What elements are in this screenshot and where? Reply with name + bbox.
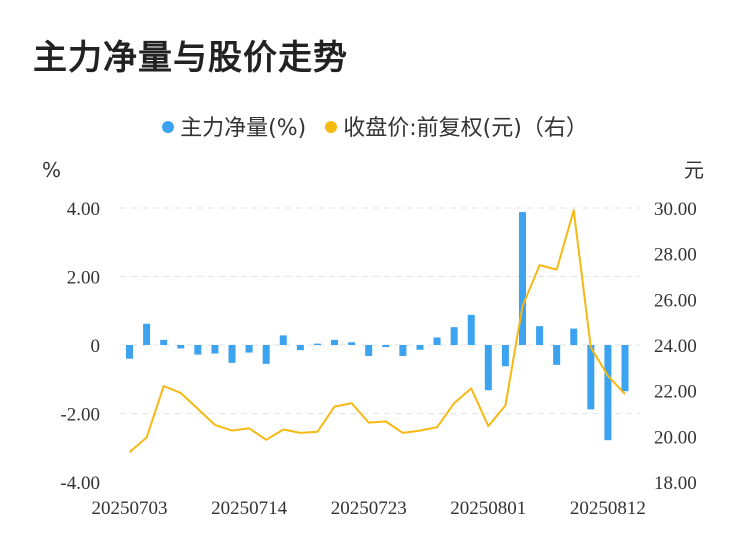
right-axis-ticks: 30.00 28.00 26.00 24.00 22.00 20.00 18.00 bbox=[654, 199, 697, 494]
bar bbox=[382, 345, 390, 348]
bar-series bbox=[126, 212, 629, 441]
bar bbox=[348, 342, 356, 345]
bar bbox=[143, 323, 151, 345]
x-tick-label: 20250812 bbox=[570, 498, 646, 519]
bar bbox=[365, 345, 373, 356]
left-axis-unit: % bbox=[42, 158, 61, 182]
bar bbox=[501, 345, 509, 367]
bar bbox=[245, 345, 253, 353]
right-tick-label: 30.00 bbox=[654, 199, 697, 220]
bar bbox=[467, 314, 475, 345]
bar bbox=[279, 335, 287, 345]
bar bbox=[296, 345, 304, 351]
right-tick-label: 26.00 bbox=[654, 290, 697, 311]
x-tick-label: 20250723 bbox=[331, 498, 407, 519]
legend-label-net-volume: 主力净量(%) bbox=[180, 116, 307, 141]
right-tick-label: 28.00 bbox=[654, 245, 697, 266]
legend-dot-blue-icon bbox=[162, 121, 175, 133]
bar bbox=[536, 326, 544, 345]
chart-title: 主力净量与股价走势 bbox=[33, 38, 348, 78]
bar bbox=[177, 345, 185, 349]
left-tick-label: 2.00 bbox=[67, 268, 100, 289]
bar bbox=[587, 345, 595, 410]
grid-lines bbox=[120, 207, 640, 414]
bar bbox=[433, 337, 441, 345]
left-axis-ticks: 4.00 2.00 0 -2.00 -4.00 bbox=[60, 199, 100, 494]
right-tick-label: 22.00 bbox=[654, 382, 697, 403]
price-line bbox=[128, 209, 626, 454]
bar bbox=[211, 345, 219, 354]
bar bbox=[518, 212, 526, 345]
right-tick-label: 24.00 bbox=[654, 336, 697, 357]
bar bbox=[331, 339, 339, 345]
legend: 主力净量(%) 收盘价:前复权(元)（右） bbox=[0, 110, 750, 142]
right-tick-label: 20.00 bbox=[654, 427, 697, 448]
bar bbox=[399, 345, 407, 356]
left-tick-label: 4.00 bbox=[67, 199, 100, 220]
left-tick-label: 0 bbox=[91, 336, 101, 357]
bar bbox=[553, 345, 561, 365]
bar bbox=[126, 345, 133, 359]
bar bbox=[604, 345, 612, 441]
bar bbox=[484, 345, 492, 391]
bar bbox=[262, 345, 270, 364]
line-series bbox=[128, 209, 626, 454]
x-tick-label: 20250703 bbox=[92, 498, 168, 519]
legend-item-close-price[interactable]: 收盘价:前复权(元)（右） bbox=[325, 110, 588, 142]
bar bbox=[450, 327, 458, 345]
right-tick-label: 18.00 bbox=[654, 473, 697, 494]
x-axis-ticks: 20250703 20250714 20250723 20250801 20250812 bbox=[92, 498, 646, 519]
legend-label-close-price: 收盘价:前复权(元)（右） bbox=[343, 116, 588, 141]
right-axis-unit: 元 bbox=[684, 158, 704, 182]
bar bbox=[416, 345, 424, 350]
bar bbox=[160, 339, 168, 345]
bar bbox=[228, 345, 236, 363]
legend-item-net-volume[interactable]: 主力净量(%) bbox=[162, 110, 306, 142]
bar bbox=[194, 345, 202, 355]
bar bbox=[313, 343, 321, 345]
legend-dot-yellow-icon bbox=[325, 121, 338, 133]
x-tick-label: 20250714 bbox=[211, 498, 288, 519]
bar bbox=[570, 328, 578, 345]
x-tick-label: 20250801 bbox=[450, 498, 526, 519]
left-tick-label: -2.00 bbox=[60, 405, 100, 426]
bar bbox=[621, 345, 629, 392]
left-tick-label: -4.00 bbox=[60, 473, 100, 494]
